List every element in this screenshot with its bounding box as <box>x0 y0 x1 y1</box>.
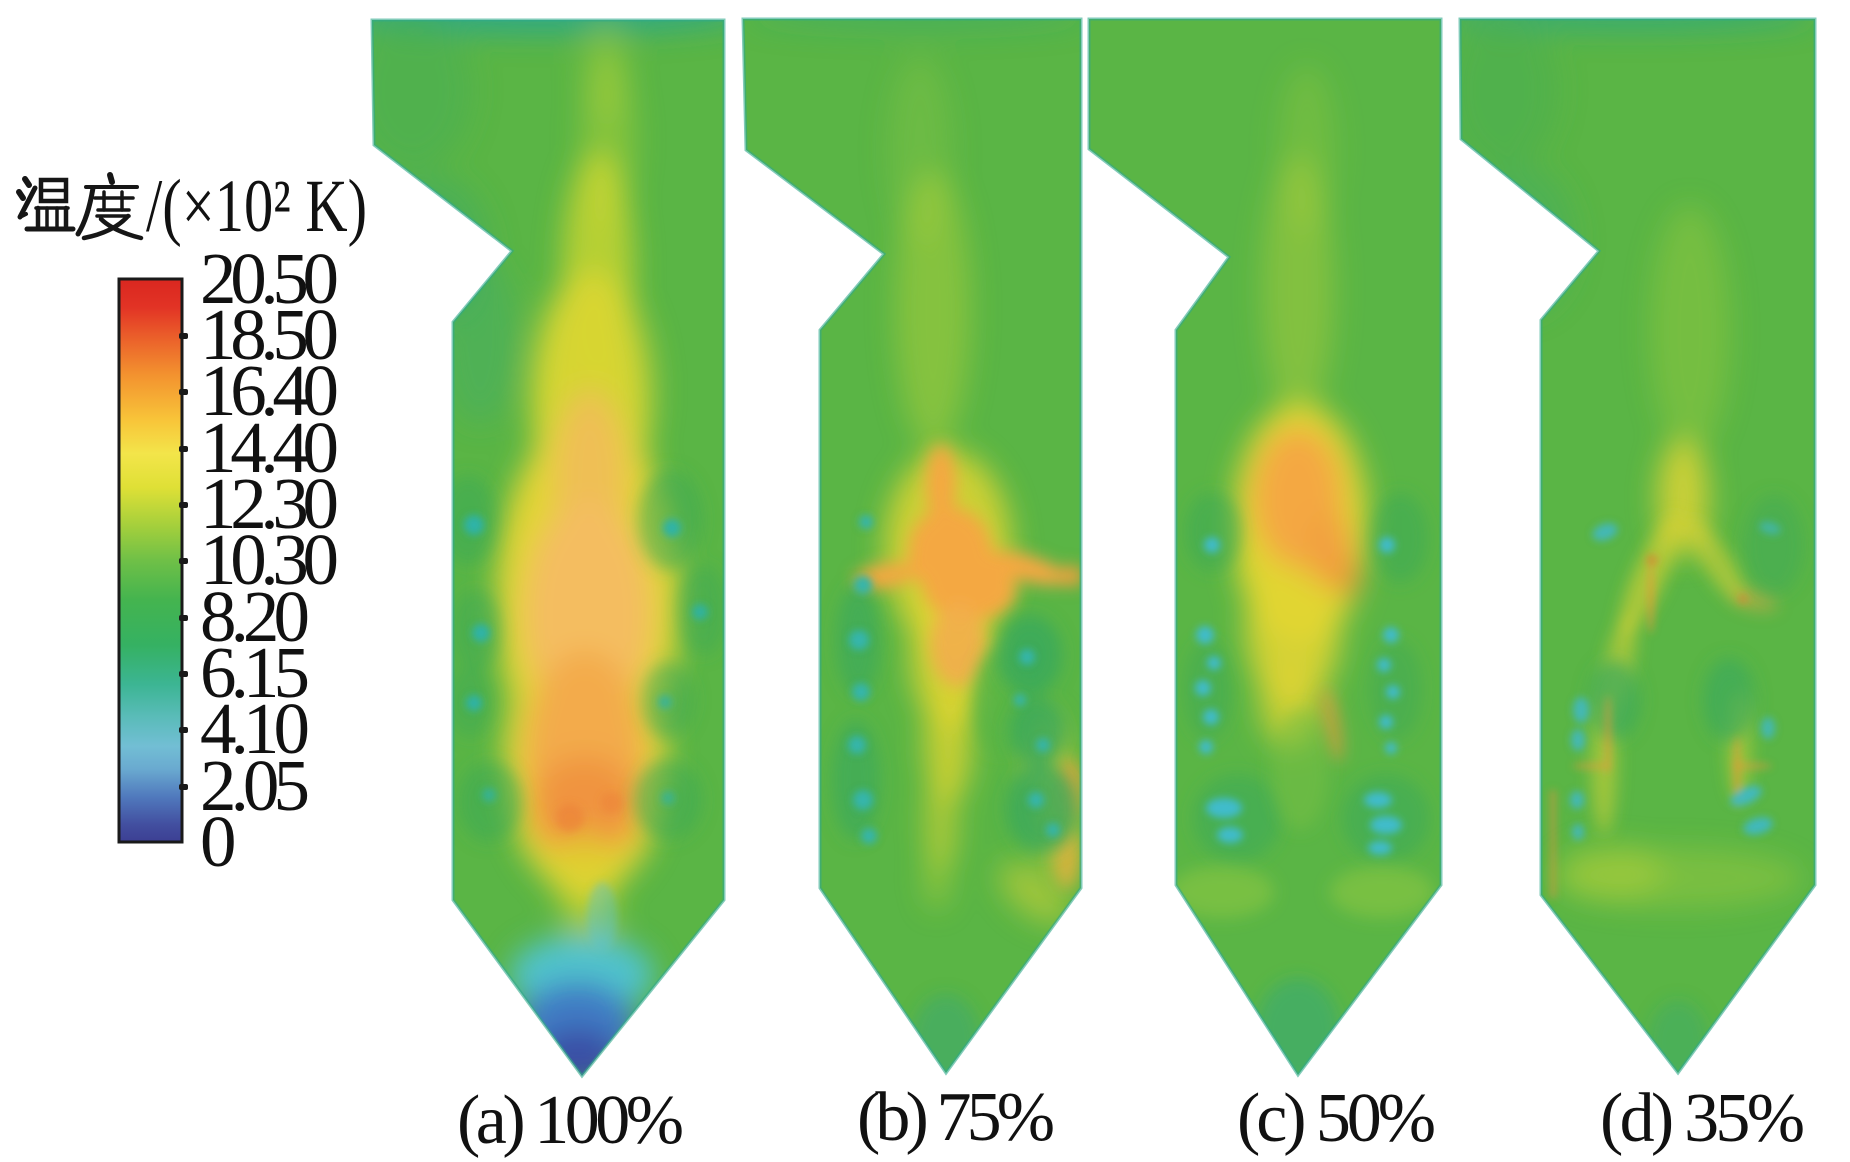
svg-text:10.30: 10.30 <box>200 519 339 600</box>
svg-text:18.50: 18.50 <box>200 294 339 375</box>
svg-text:(a) 100%: (a) 100% <box>457 1082 684 1159</box>
svg-text:8.20: 8.20 <box>200 576 310 657</box>
svg-text:(b) 75%: (b) 75% <box>857 1079 1055 1156</box>
svg-text:(d) 35%: (d) 35% <box>1600 1080 1805 1157</box>
svg-text:2.05: 2.05 <box>200 745 310 826</box>
svg-text:4.10: 4.10 <box>200 688 310 769</box>
svg-text:16.40: 16.40 <box>200 350 339 431</box>
svg-text:0: 0 <box>200 801 237 882</box>
svg-text:6.15: 6.15 <box>200 632 310 713</box>
svg-text:(c) 50%: (c) 50% <box>1237 1080 1436 1157</box>
svg-text:/(×10² K): /(×10² K) <box>146 164 367 248</box>
svg-text:14.40: 14.40 <box>200 407 339 488</box>
svg-text:20.50: 20.50 <box>200 238 339 319</box>
svg-text:12.30: 12.30 <box>200 463 339 544</box>
